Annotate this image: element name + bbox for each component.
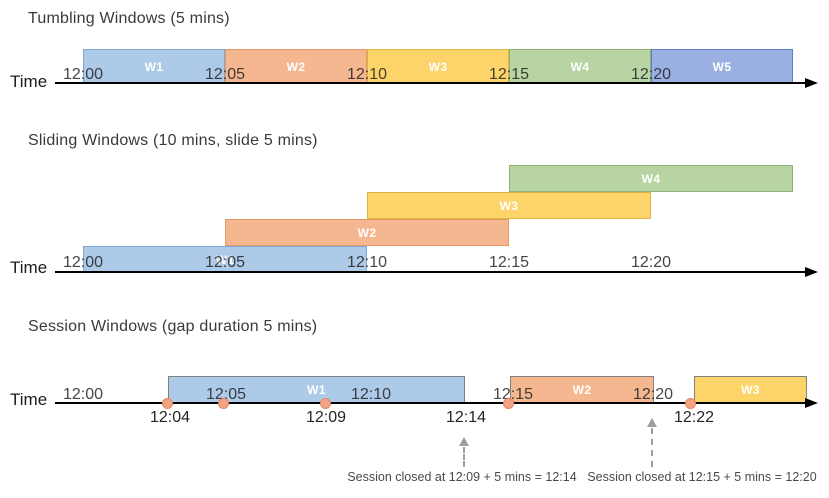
sliding-tick: 12:15 <box>488 254 530 271</box>
session-tick: 12:15 <box>492 386 534 403</box>
callout-arrow-line <box>463 447 465 467</box>
window-label: W2 <box>357 225 377 240</box>
window-label: W3 <box>499 198 519 213</box>
tumbling-section-title: Tumbling Windows (5 mins) <box>28 10 230 27</box>
sliding-tick: 12:10 <box>346 254 388 271</box>
callout-arrow-line <box>651 428 653 467</box>
tumbling-tick: 12:10 <box>346 66 388 83</box>
tumbling-tick: 12:20 <box>630 66 672 83</box>
event-dot <box>218 398 229 409</box>
window-label: W1 <box>144 59 164 74</box>
event-dot <box>162 398 173 409</box>
window-label: W3 <box>741 383 760 397</box>
window-label: W5 <box>712 59 732 74</box>
callout-arrow-up-icon <box>647 418 657 427</box>
sliding-window-w4: W4 <box>509 165 793 192</box>
window-label: W4 <box>570 59 590 74</box>
sliding-time-axis-label: Time <box>10 258 48 277</box>
session-event-label: 12:22 <box>673 409 715 426</box>
sliding-tick: 12:20 <box>630 254 672 271</box>
window-label: W1 <box>215 252 235 267</box>
tumbling-tick: 12:15 <box>488 66 530 83</box>
window-label: W3 <box>428 59 448 74</box>
session-event-label: 12:09 <box>305 409 347 426</box>
sliding-tick: 12:05 <box>204 254 246 271</box>
window-label: W2 <box>572 383 592 397</box>
session-window-w1: W1 <box>168 376 465 404</box>
session-closed-annotation: Session closed at 12:15 + 5 mins = 12:20 <box>587 470 817 484</box>
event-dot <box>320 398 331 409</box>
session-event-label: 12:14 <box>445 409 487 426</box>
sliding-window-w2: W2 <box>225 219 509 246</box>
window-label: W1 <box>307 383 326 397</box>
tumbling-tick: 12:00 <box>62 66 104 83</box>
callout-arrow-up-icon <box>459 437 469 446</box>
tumbling-window-w5: W5 <box>651 49 793 84</box>
sliding-window-w1: W1 <box>83 246 367 273</box>
tumbling-timeline <box>55 82 806 84</box>
timeline-arrowhead-icon <box>805 267 818 277</box>
tumbling-window-w1: W1 <box>83 49 225 84</box>
window-label: W2 <box>286 59 306 74</box>
window-label: W4 <box>641 171 661 186</box>
session-timeline <box>55 402 806 404</box>
session-tick: 12:20 <box>632 386 674 403</box>
session-section-title: Session Windows (gap duration 5 mins) <box>28 318 318 335</box>
sliding-tick: 12:00 <box>62 254 104 271</box>
sliding-timeline <box>55 271 806 273</box>
tumbling-window-w4: W4 <box>509 49 651 84</box>
session-time-axis-label: Time <box>10 390 48 409</box>
session-tick: 12:00 <box>62 386 104 403</box>
sliding-section-title: Sliding Windows (10 mins, slide 5 mins) <box>28 132 318 149</box>
sliding-window-w3: W3 <box>367 192 651 219</box>
session-window-w3: W3 <box>694 376 807 404</box>
tumbling-time-axis-label: Time <box>10 72 48 91</box>
event-dot <box>685 398 696 409</box>
session-event-label: 12:04 <box>149 409 191 426</box>
tumbling-window-w2: W2 <box>225 49 367 84</box>
timeline-arrowhead-icon <box>805 398 818 408</box>
timeline-arrowhead-icon <box>805 78 818 88</box>
session-tick: 12:10 <box>350 386 392 403</box>
event-dot <box>503 398 514 409</box>
tumbling-window-w3: W3 <box>367 49 509 84</box>
tumbling-tick: 12:05 <box>204 66 246 83</box>
session-tick: 12:05 <box>205 386 247 403</box>
session-closed-annotation: Session closed at 12:09 + 5 mins = 12:14 <box>347 470 577 484</box>
